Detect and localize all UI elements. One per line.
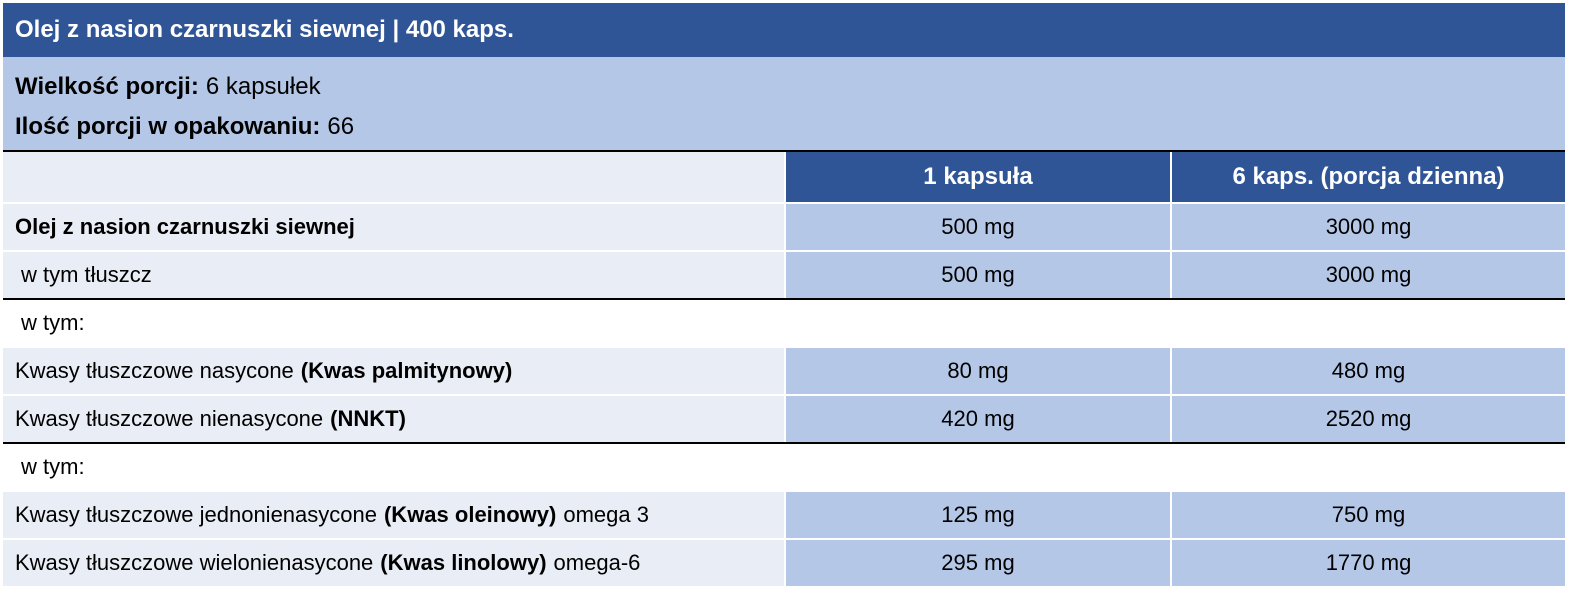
nutrition-table: Olej z nasion czarnuszki siewnej | 400 k… <box>3 3 1565 588</box>
info-value: 6 kapsułek <box>205 73 321 100</box>
label-segment: omega-6 <box>553 550 641 575</box>
label-segment: w tym tłuszcz <box>21 262 152 287</box>
table-row: Kwasy tłuszczowe nasycone (Kwas palmityno… <box>3 348 1565 396</box>
info: Wielkość porcji: 6 kapsułek Ilość porcji w… <box>3 57 1565 152</box>
label-segment: omega 3 <box>563 502 649 527</box>
label-segment: (Kwas palmitynowy) <box>300 358 513 383</box>
table-row: w tym: <box>3 444 1565 492</box>
table: 1 kapsuła 6 kaps. (porcja dzienna) Olej z … <box>3 152 1565 588</box>
label-segment: Kwasy tłuszczowe nienasycone <box>15 406 324 431</box>
row-label: w tym: <box>3 444 1565 490</box>
label-segment: Kwasy tłuszczowe nasycone <box>15 358 294 383</box>
value-cell: 1770 mg <box>1172 540 1565 586</box>
label-segment: Kwasy tłuszczowe wielonienasycone <box>15 550 374 575</box>
header-cell: 1 kapsuła <box>786 152 1172 202</box>
label-segment: w tym: <box>21 454 85 479</box>
value-cell: 295 mg <box>786 540 1172 586</box>
row-label: Kwasy tłuszczowe nienasycone (NNKT) <box>3 396 786 442</box>
row-label: Kwasy tłuszczowe nasycone (Kwas palmityno… <box>3 348 786 394</box>
label-segment: (Kwas linolowy) <box>380 550 547 575</box>
header-cell: 6 kaps. (porcja dzienna) <box>1172 152 1565 202</box>
value-cell: 3000 mg <box>1172 252 1565 298</box>
table-row: Olej z nasion czarnuszki siewnej 500 mg 30… <box>3 204 1565 252</box>
table-row: w tym: <box>3 300 1565 348</box>
table-row: Kwasy tłuszczowe wielonienasycone (Kwas l… <box>3 540 1565 588</box>
value-cell: 125 mg <box>786 492 1172 538</box>
table-row: Kwasy tłuszczowe jednonienasycone (Kwas o… <box>3 492 1565 540</box>
info-label: Ilość porcji w opakowaniu: <box>15 113 321 140</box>
value-cell: 3000 mg <box>1172 204 1565 250</box>
value-cell: 480 mg <box>1172 348 1565 394</box>
label-segment: Kwasy tłuszczowe jednonienasycone <box>15 502 377 527</box>
row-label: Olej z nasion czarnuszki siewnej <box>3 204 786 250</box>
value-cell: 500 mg <box>786 252 1172 298</box>
value-cell: 420 mg <box>786 396 1172 442</box>
value-cell: 500 mg <box>786 204 1172 250</box>
label-segment: (NNKT) <box>330 406 406 431</box>
table-row: Kwasy tłuszczowe nienasycone (NNKT) 420 mg… <box>3 396 1565 444</box>
label-segment: Olej z nasion czarnuszki siewnej <box>15 214 355 239</box>
value-cell: 80 mg <box>786 348 1172 394</box>
row-label: Kwasy tłuszczowe wielonienasycone (Kwas l… <box>3 540 786 586</box>
info-line: Wielkość porcji: 6 kapsułek <box>15 67 1565 107</box>
label-segment: (Kwas oleinowy) <box>383 502 557 527</box>
info-value: 66 <box>327 113 355 140</box>
value-cell: 2520 mg <box>1172 396 1565 442</box>
header-row: 1 kapsuła 6 kaps. (porcja dzienna) <box>3 152 1565 204</box>
info-label: Wielkość porcji: <box>15 73 199 100</box>
value-cell: 750 mg <box>1172 492 1565 538</box>
header-cell <box>3 152 786 202</box>
title: Olej z nasion czarnuszki siewnej | 400 k… <box>3 3 1565 57</box>
table-row: w tym tłuszcz 500 mg 3000 mg <box>3 252 1565 300</box>
row-label: w tym: <box>3 300 1565 346</box>
label-segment: w tym: <box>21 310 85 335</box>
row-label: w tym tłuszcz <box>3 252 786 298</box>
row-label: Kwasy tłuszczowe jednonienasycone (Kwas o… <box>3 492 786 538</box>
info-line: Ilość porcji w opakowaniu: 66 <box>15 107 1565 147</box>
